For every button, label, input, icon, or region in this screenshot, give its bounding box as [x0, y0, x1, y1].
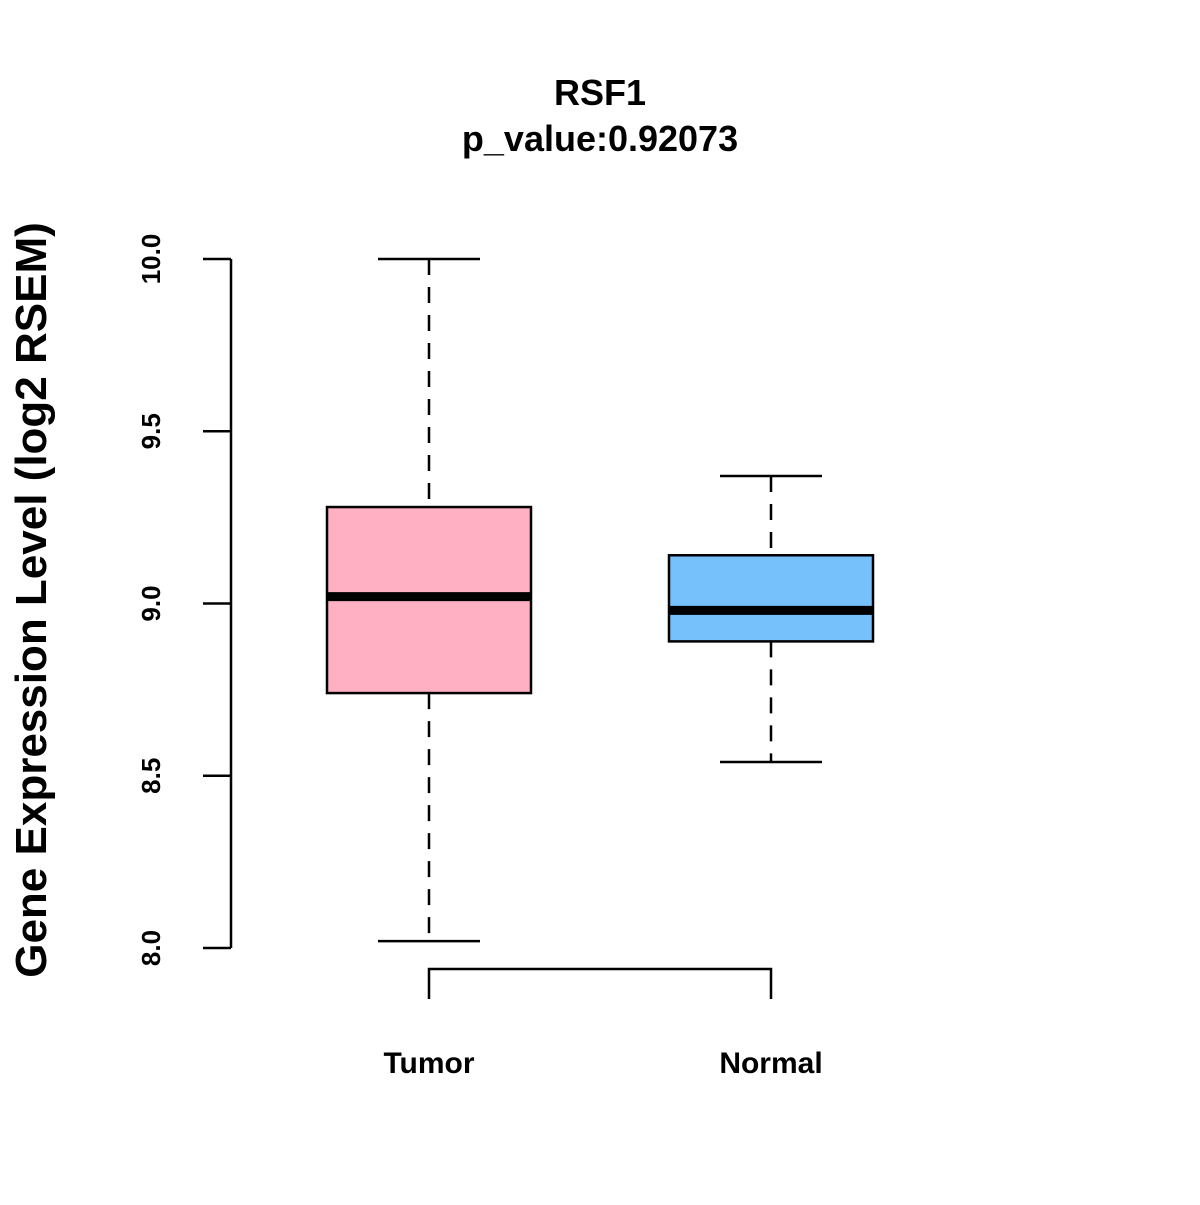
y-tick-label: 8.5 [136, 758, 166, 794]
box-tumor [325, 257, 533, 943]
y-tick-label: 9.5 [136, 413, 166, 449]
bracket-line [427, 967, 773, 999]
iqr-box [667, 554, 875, 643]
y-axis-label: Gene Expression Level (log2 RSEM) [7, 222, 56, 978]
category-labels: Tumor Normal [383, 1047, 822, 1080]
comparison-bracket [427, 967, 773, 999]
y-tick-label: 9.0 [136, 585, 166, 621]
y-tick-label: 8.0 [136, 930, 166, 966]
box-series [325, 257, 875, 943]
y-tick-label: 10.0 [136, 234, 166, 285]
category-label-tumor: Tumor [383, 1047, 474, 1080]
y-axis: 8.0 8.5 9.0 9.5 10.0 [136, 234, 233, 966]
chart-subtitle: p_value:0.92073 [462, 118, 738, 159]
box-normal [667, 474, 875, 764]
category-label-normal: Normal [719, 1047, 822, 1080]
chart-title: RSF1 [554, 72, 646, 113]
